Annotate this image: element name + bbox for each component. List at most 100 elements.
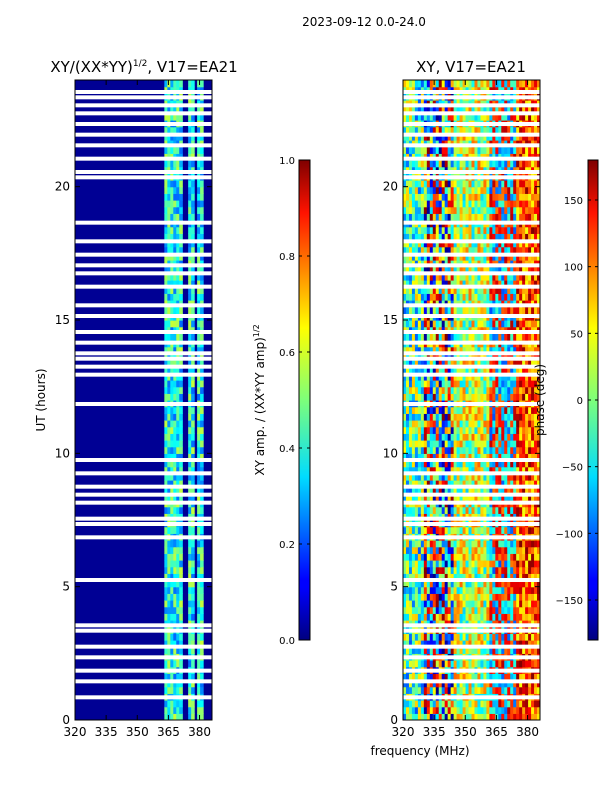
- phase-cell: [468, 493, 473, 501]
- phase-cell: [474, 233, 479, 241]
- phase-cell: [516, 293, 520, 301]
- phase-cell: [468, 540, 473, 548]
- phase-cell: [522, 600, 526, 608]
- phase-cell: [405, 460, 410, 468]
- amplitude-cell: [173, 420, 177, 428]
- phase-cell: [426, 280, 431, 288]
- phase-cell: [504, 586, 508, 594]
- amplitude-cell: [200, 446, 204, 454]
- phase-cell: [510, 333, 514, 341]
- phase-cell: [429, 273, 434, 281]
- amplitude-cell: [164, 560, 168, 568]
- phase-cell: [486, 233, 490, 241]
- phase-cell: [465, 600, 470, 608]
- phase-cell: [465, 373, 470, 381]
- amplitude-cell: [167, 466, 171, 474]
- phase-cell: [438, 160, 443, 168]
- phase-cell: [417, 706, 422, 714]
- phase-cell: [456, 586, 461, 594]
- amplitude-cell: [173, 453, 177, 461]
- phase-cell: [411, 560, 416, 568]
- phase-cell: [408, 526, 413, 534]
- phase-cell: [456, 460, 461, 468]
- phase-cell: [471, 273, 476, 281]
- amplitude-cell: [164, 213, 168, 221]
- phase-cell: [426, 673, 431, 681]
- amplitude-cell: [164, 600, 168, 608]
- phase-cell: [444, 393, 449, 401]
- phase-cell: [513, 306, 517, 314]
- phase-cell: [444, 486, 449, 494]
- phase-cell: [525, 453, 529, 461]
- phase-cell: [403, 306, 407, 314]
- phase-cell: [447, 640, 452, 648]
- phase-cell: [447, 586, 452, 594]
- phase-cell: [492, 360, 496, 368]
- phase-cell: [522, 686, 526, 694]
- phase-cell: [531, 280, 535, 288]
- phase-cell: [516, 580, 520, 588]
- phase-cell: [426, 506, 431, 514]
- phase-cell: [459, 700, 464, 708]
- phase-cell: [522, 393, 526, 401]
- phase-cell: [534, 466, 538, 474]
- amplitude-cell: [179, 480, 183, 488]
- phase-cell: [447, 633, 452, 641]
- phase-cell: [441, 600, 446, 608]
- phase-cell: [429, 680, 434, 688]
- phase-cell: [480, 580, 485, 588]
- phase-cell: [426, 526, 431, 534]
- phase-cell: [456, 466, 461, 474]
- amplitude-cell: [188, 546, 192, 554]
- phase-cell: [420, 660, 425, 668]
- phase-cell: [426, 686, 431, 694]
- amplitude-cell: [191, 553, 195, 561]
- amplitude-cell: [170, 433, 174, 441]
- amplitude-cell: [164, 246, 168, 254]
- amplitude-cell: [197, 546, 201, 554]
- phase-cell: [495, 206, 499, 214]
- phase-cell: [408, 540, 413, 548]
- phase-cell: [501, 193, 505, 201]
- phase-cell: [495, 633, 499, 641]
- amplitude-cell: [170, 540, 174, 548]
- phase-cell: [492, 253, 496, 261]
- phase-cell: [480, 613, 485, 621]
- phase-cell: [444, 366, 449, 374]
- phase-cell: [447, 346, 452, 354]
- phase-cell: [531, 346, 535, 354]
- amplitude-cell: [188, 293, 192, 301]
- phase-cell: [498, 360, 502, 368]
- amplitude-cell: [179, 600, 183, 608]
- amplitude-cell: [197, 426, 201, 434]
- phase-cell: [432, 280, 437, 288]
- amplitude-cell: [173, 460, 177, 468]
- phase-cell: [513, 433, 517, 441]
- phase-cell: [471, 493, 476, 501]
- phase-cell: [429, 560, 434, 568]
- phase-cell: [528, 660, 532, 668]
- colorbar-tick-label: 0.8: [279, 252, 295, 263]
- amplitude-cell: [164, 133, 168, 141]
- phase-cell: [429, 160, 434, 168]
- amplitude-cell: [164, 680, 168, 688]
- phase-cell: [501, 553, 505, 561]
- phase-cell: [504, 660, 508, 668]
- phase-cell: [486, 160, 490, 168]
- amplitude-cell: [179, 113, 183, 121]
- phase-cell: [456, 213, 461, 221]
- phase-cell: [480, 486, 485, 494]
- phase-cell: [522, 473, 526, 481]
- phase-cell: [403, 426, 407, 434]
- phase-cell: [456, 706, 461, 714]
- phase-cell: [501, 366, 505, 374]
- phase-cell: [426, 240, 431, 248]
- phase-cell: [417, 540, 422, 548]
- phase-cell: [519, 493, 523, 501]
- phase-cell: [495, 366, 499, 374]
- phase-cell: [471, 440, 476, 448]
- phase-cell: [405, 253, 410, 261]
- phase-cell: [474, 333, 479, 341]
- phase-cell: [516, 480, 520, 488]
- phase-cell: [450, 460, 455, 468]
